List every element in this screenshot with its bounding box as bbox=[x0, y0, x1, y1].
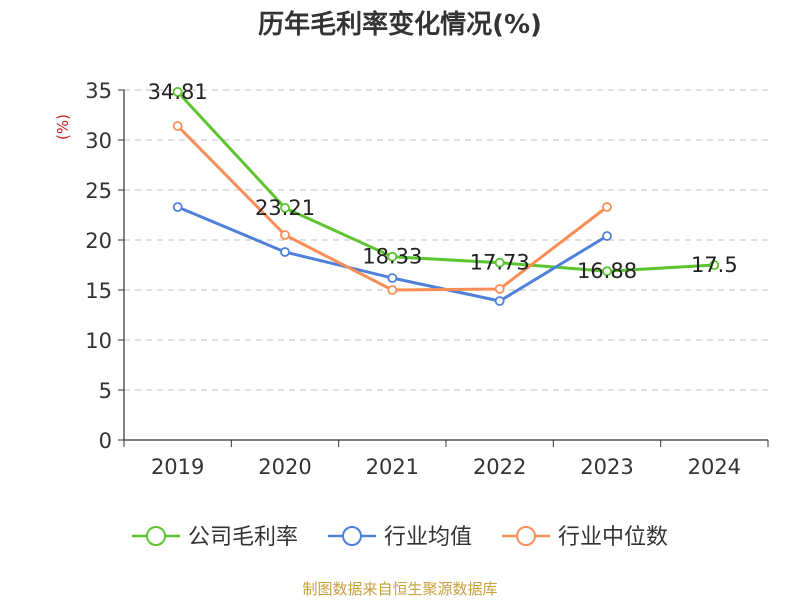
data-point[interactable] bbox=[494, 284, 505, 294]
y-tick-label: 35 bbox=[85, 79, 112, 103]
data-label: 18.33 bbox=[362, 245, 422, 269]
legend-marker bbox=[146, 526, 166, 546]
legend-item-2[interactable]: 行业中位数 bbox=[502, 525, 668, 550]
data-point[interactable] bbox=[172, 87, 183, 97]
data-point[interactable] bbox=[602, 266, 612, 277]
grid-lines bbox=[124, 89, 768, 391]
chart-title: 历年毛利率变化情况(%) bbox=[258, 10, 542, 40]
y-tick-label: 0 bbox=[99, 429, 112, 453]
data-point[interactable] bbox=[387, 273, 398, 283]
legend-label: 公司毛利率 bbox=[188, 525, 298, 550]
y-tick-label: 30 bbox=[85, 129, 112, 153]
legend[interactable]: 公司毛利率 行业均值 行业中位数 bbox=[132, 525, 668, 550]
data-point[interactable] bbox=[172, 121, 183, 131]
y-tick-label: 25 bbox=[85, 179, 112, 203]
data-source-note: 制图数据来自恒生聚源数据库 bbox=[302, 580, 498, 598]
legend-marker bbox=[516, 526, 536, 546]
y-tick-label: 15 bbox=[85, 279, 112, 303]
legend-label: 行业均值 bbox=[384, 525, 472, 550]
x-tick-label: 2022 bbox=[473, 455, 526, 479]
y-tick-label: 20 bbox=[85, 229, 112, 253]
data-label: 34.81 bbox=[148, 80, 208, 104]
data-point[interactable] bbox=[602, 202, 612, 212]
x-tick-label: 2019 bbox=[151, 455, 204, 479]
data-point[interactable] bbox=[494, 296, 505, 306]
data-point[interactable] bbox=[709, 260, 720, 270]
x-tick-label: 2024 bbox=[688, 455, 741, 479]
axes: 0 5 10 15 20 25 30 35 2019 2020 2021 2022 2023 2024 bbox=[85, 79, 769, 479]
x-tick-label: 2020 bbox=[258, 455, 311, 479]
y-tick-label: 10 bbox=[85, 329, 112, 353]
data-label: 17.73 bbox=[470, 251, 530, 275]
data-point[interactable] bbox=[280, 202, 290, 213]
data-point[interactable] bbox=[602, 231, 612, 241]
series-lines bbox=[172, 87, 720, 306]
legend-label: 行业中位数 bbox=[558, 525, 668, 550]
data-point[interactable] bbox=[172, 202, 183, 212]
data-point[interactable] bbox=[494, 257, 505, 268]
legend-item-0[interactable]: 公司毛利率 bbox=[132, 525, 298, 550]
data-point[interactable] bbox=[387, 285, 398, 295]
x-tick-label: 2021 bbox=[366, 455, 419, 479]
data-point[interactable] bbox=[280, 247, 290, 257]
data-label: 23.21 bbox=[255, 196, 315, 220]
y-axis-label: (%) bbox=[54, 114, 72, 140]
data-labels: 34.81 23.21 18.33 17.73 16.88 17.5 bbox=[148, 80, 738, 283]
legend-marker bbox=[342, 526, 362, 546]
data-label: 16.88 bbox=[577, 259, 637, 283]
series-line-0 bbox=[176, 90, 715, 273]
data-point[interactable] bbox=[280, 230, 290, 240]
y-tick-label: 5 bbox=[99, 379, 112, 403]
legend-item-1[interactable]: 行业均值 bbox=[328, 525, 472, 550]
x-tick-label: 2023 bbox=[580, 455, 633, 479]
data-label: 17.5 bbox=[691, 253, 738, 277]
data-point[interactable] bbox=[387, 251, 398, 262]
